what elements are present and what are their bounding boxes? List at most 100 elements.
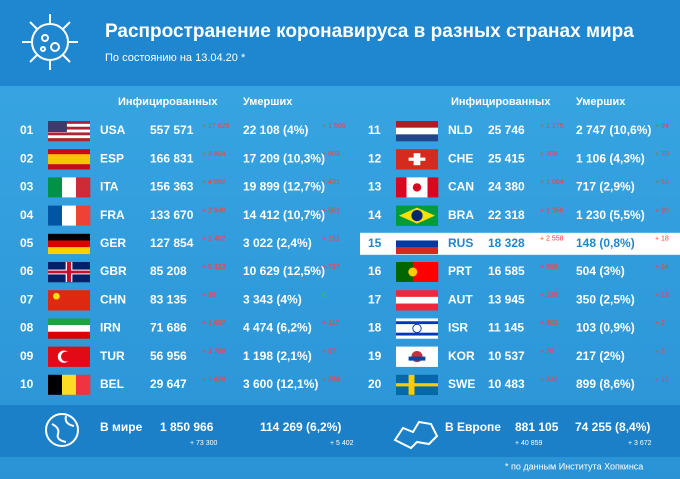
flag-stripe: [48, 159, 90, 165]
flag-stripe: [48, 126, 90, 130]
infected: 127 854: [150, 236, 194, 250]
rank: 11: [368, 123, 381, 137]
deaths-change: + 97: [322, 348, 336, 355]
infected-change: + 308: [540, 151, 558, 158]
infected-change: + 39: [202, 292, 216, 299]
country-code: CHN: [100, 292, 126, 306]
deaths: 14 412 (10,7%): [243, 208, 325, 222]
deaths-change: + 13: [655, 292, 669, 299]
deaths: 10 629 (12,5%): [243, 264, 325, 278]
country-code: IRN: [100, 321, 121, 335]
flag-stripe: [396, 240, 438, 248]
flag-stripe: [396, 134, 438, 142]
country-code: BEL: [100, 377, 124, 391]
infected-change: + 1 064: [540, 179, 564, 186]
deaths-change: + 431: [322, 179, 340, 186]
flag-icon: [48, 262, 90, 283]
virus-icon: [22, 14, 78, 70]
flag-icon: [396, 233, 438, 255]
flag-icon: [48, 205, 91, 226]
rank: 18: [368, 321, 382, 335]
flag-stripe: [396, 247, 438, 255]
infected-change: + 5 323: [202, 264, 226, 271]
flag-stripe: [48, 164, 90, 170]
infected: 85 208: [150, 264, 187, 278]
infected-change: + 402: [540, 320, 558, 327]
flag-icon: [396, 374, 438, 396]
country-code: USA: [100, 123, 126, 137]
footer-change: + 73 300: [190, 440, 218, 447]
column-header: Инфицированных: [118, 96, 218, 108]
deaths-change: + 561: [322, 207, 340, 214]
flag-stripe: [396, 233, 438, 241]
flag-stripe: [396, 262, 405, 282]
rank: 10: [20, 377, 34, 391]
deaths: 148 (0,8%): [576, 236, 635, 250]
rows: 01 USA 557 571 + 27 620 22 108 (4%) + 1 50002…: [20, 121, 680, 396]
flag-stripe: [48, 129, 90, 133]
flag-stripe: [396, 335, 438, 339]
deaths-change: + 63: [655, 179, 669, 186]
infected: 557 571: [150, 123, 194, 137]
flag-stripe: [396, 303, 438, 311]
infected: 11 145: [488, 321, 524, 335]
deaths: 19 899 (12,7%): [243, 180, 325, 194]
footer-band: [0, 405, 680, 457]
deaths-change: + 2: [655, 320, 665, 327]
flag-stripe: [396, 332, 438, 336]
flag-stripe: [396, 290, 438, 298]
deaths: 3 343 (4%): [243, 292, 302, 306]
rank: 04: [20, 208, 34, 222]
rank: 13: [368, 180, 382, 194]
deaths-change: + 18: [655, 236, 669, 243]
flag-stripe: [48, 247, 90, 255]
rank: 07: [20, 292, 34, 306]
flag-stripe: [396, 329, 438, 333]
flag-stripe: [48, 374, 63, 395]
flag-stripe: [48, 331, 90, 339]
rank: 12: [368, 151, 382, 165]
deaths-change: + 603: [322, 151, 340, 158]
flag-part: [411, 210, 423, 222]
infected-change: + 25: [540, 348, 554, 355]
infected: 13 945: [488, 292, 525, 306]
deaths-change: + 90: [655, 207, 669, 214]
flag-stripe: [76, 205, 91, 226]
country-code: CAN: [448, 180, 474, 194]
flag-stripe: [62, 205, 77, 226]
title: Распространение коронавируса в разных ст…: [105, 21, 634, 42]
rank: 14: [368, 208, 382, 222]
flag-stripe: [48, 205, 63, 226]
flag-icon: [396, 121, 438, 142]
infected: 29 647: [150, 377, 187, 391]
infected-change: + 2 402: [202, 236, 226, 243]
flag-part: [66, 262, 72, 282]
infected-change: + 3 804: [202, 151, 226, 158]
country-code: ESP: [100, 151, 124, 165]
country-code: BRA: [448, 208, 474, 222]
infected-change: + 27 620: [202, 123, 230, 130]
europe-icon: [393, 420, 439, 450]
infected-change: + 2 558: [540, 236, 564, 243]
flag-part: [408, 356, 426, 361]
flag-icon: [48, 318, 90, 339]
flag-stripe: [62, 177, 77, 198]
flag-stripe: [48, 149, 90, 155]
rank: 03: [20, 180, 34, 194]
flag-stripe: [48, 123, 90, 128]
country-code: NLD: [448, 123, 473, 137]
flag-stripe: [48, 233, 90, 241]
infected-change: + 1 629: [202, 377, 226, 384]
flag-stripe: [48, 121, 90, 125]
flag-stripe: [48, 138, 90, 142]
flag-icon: [48, 346, 90, 367]
flag-stripe: [396, 321, 438, 325]
infected-change: + 1 175: [540, 123, 564, 130]
country-code: ITA: [100, 180, 119, 194]
flag-stripe: [396, 296, 438, 304]
infected: 133 670: [150, 208, 194, 222]
flag-icon: [396, 290, 438, 311]
rank: 17: [368, 292, 382, 306]
flag-icon: [48, 233, 90, 255]
